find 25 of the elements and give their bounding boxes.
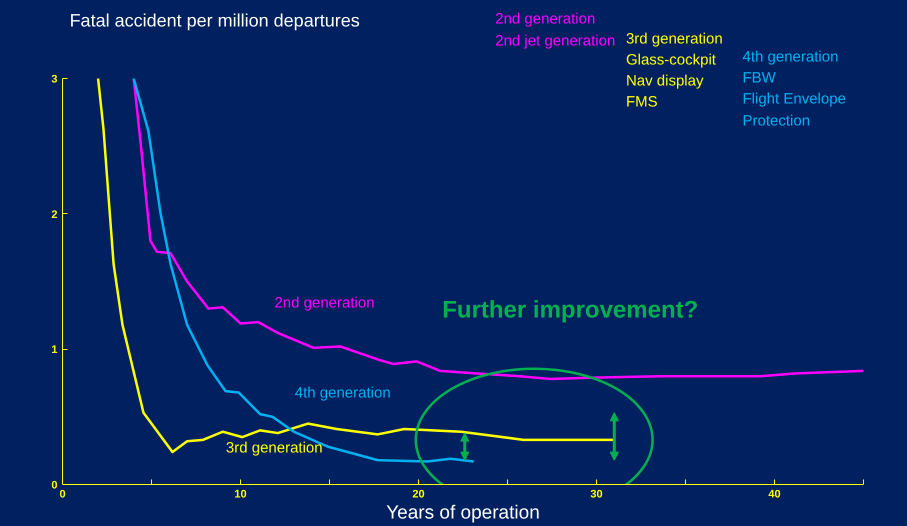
x-tick-label: 40 (768, 488, 781, 500)
y-tick-label: 3 (51, 74, 58, 86)
annotation: Nav display (626, 72, 704, 90)
x-tick-label: 30 (590, 488, 603, 500)
x-axis-title: Years of operation (386, 502, 540, 524)
annotation: Flight Envelope (742, 90, 846, 108)
x-tick-label: 0 (59, 488, 66, 500)
annotation: FBW (742, 70, 777, 86)
annotation: Protection (742, 112, 810, 130)
text: 2nd generation (495, 10, 596, 28)
annotation: Further improvement? (442, 296, 698, 324)
text: 2nd jet generation (495, 32, 616, 50)
text: 3rd generation (626, 30, 723, 48)
chart-title: Fatal accident per million departures (70, 10, 360, 30)
annotation: 3rd generation (226, 440, 323, 456)
x-tick-label: 10 (234, 488, 247, 500)
text: 4th generation (742, 48, 838, 66)
annotation: FMS (626, 94, 658, 110)
annotation: 4th generation (294, 384, 391, 402)
x-tick-label: 20 (412, 488, 425, 500)
y-tick-label: 2 (51, 208, 58, 221)
y-tick-label: 0 (51, 480, 58, 492)
annotation: 2nd generation (274, 294, 375, 312)
y-tick-label: 1 (51, 344, 58, 356)
text: Glass-cockpit (626, 52, 717, 68)
